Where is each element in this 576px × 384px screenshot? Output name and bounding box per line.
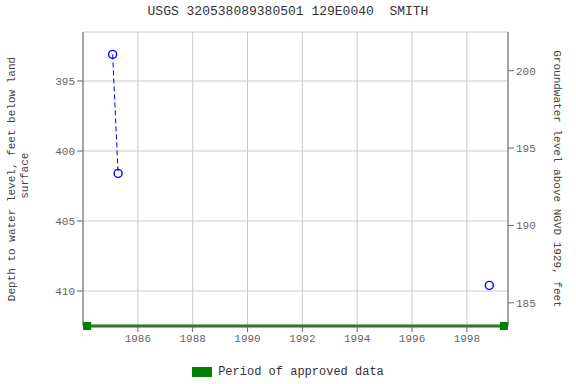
svg-text:1994: 1994 bbox=[344, 333, 371, 345]
svg-text:405: 405 bbox=[55, 216, 75, 228]
svg-text:1986: 1986 bbox=[125, 333, 151, 345]
html-text:USGS 320538089380501 129E0040: USGS 320538089380501 129E0040 SMITH bbox=[147, 4, 429, 19]
html-text:Period of approved data: Period of approved data bbox=[218, 365, 384, 379]
svg-text:1996: 1996 bbox=[399, 333, 425, 345]
svg-text:410: 410 bbox=[55, 286, 75, 298]
svg-text:1990: 1990 bbox=[234, 333, 260, 345]
svg-text:185: 185 bbox=[516, 298, 536, 310]
svg-text:1988: 1988 bbox=[179, 333, 205, 345]
svg-text:Depth to water level, feet bel: Depth to water level, feet below land su… bbox=[8, 57, 31, 301]
svg-text:Groundwater level above NGVD 1: Groundwater level above NGVD 1929, feet bbox=[551, 50, 563, 307]
svg-text:1992: 1992 bbox=[289, 333, 315, 345]
svg-text:200: 200 bbox=[516, 66, 536, 78]
svg-text:190: 190 bbox=[516, 220, 536, 232]
svg-text:195: 195 bbox=[516, 143, 536, 155]
svg-text:1998: 1998 bbox=[454, 333, 480, 345]
svg-text:400: 400 bbox=[55, 146, 75, 158]
svg-text:395: 395 bbox=[55, 76, 75, 88]
